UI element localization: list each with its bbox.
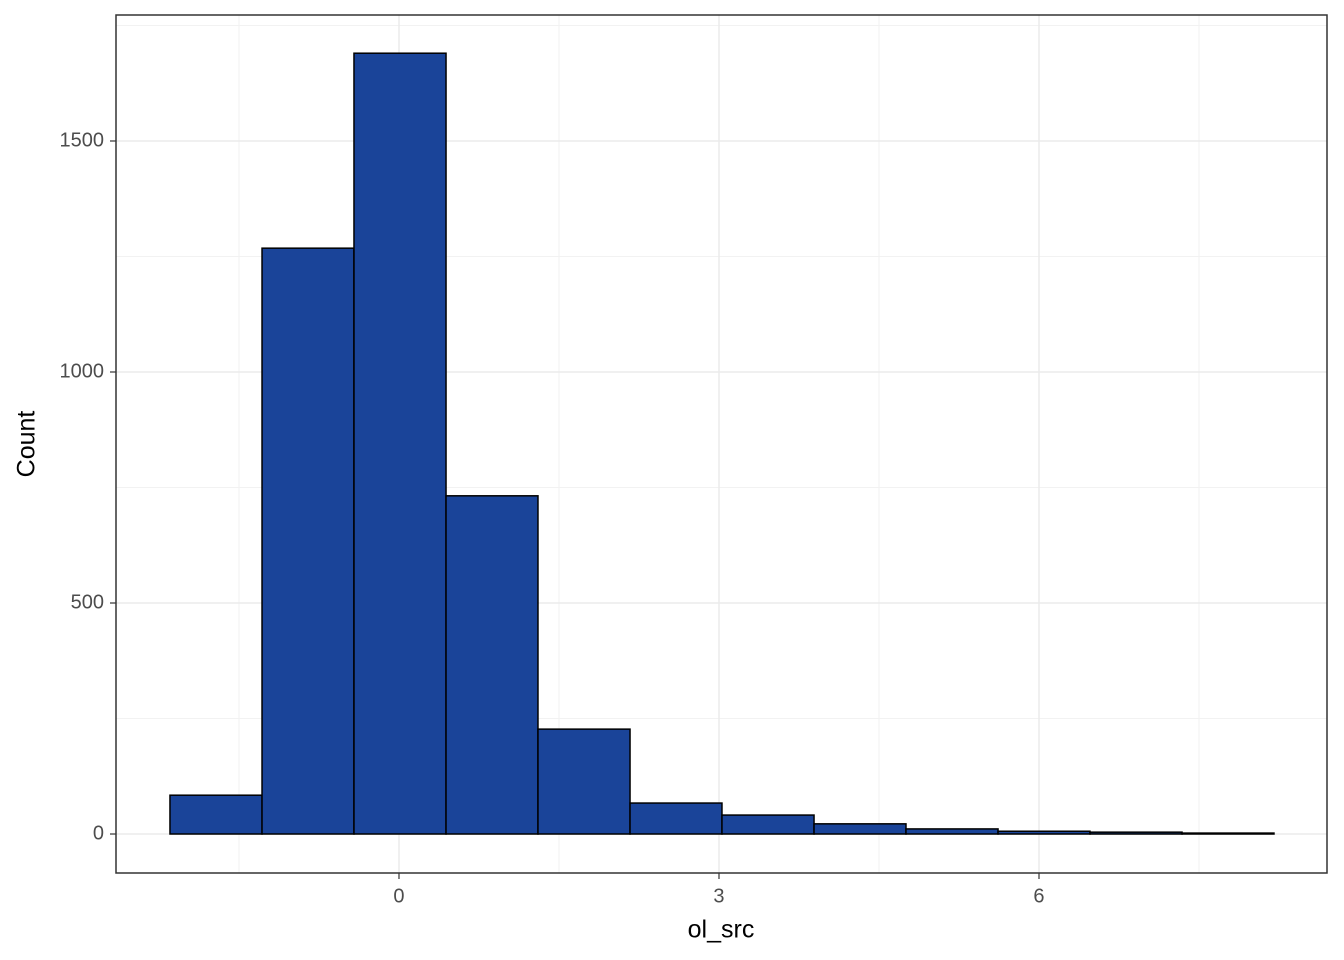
bar (997, 830, 1091, 835)
bar (537, 728, 631, 835)
y-tick-label: 1000 (60, 360, 105, 382)
bar (1089, 831, 1183, 835)
y-axis-title: Count (13, 411, 41, 478)
bar (813, 823, 907, 835)
bar (1181, 832, 1275, 835)
x-tick-label: 3 (713, 885, 724, 907)
y-tick-label: 0 (93, 822, 104, 844)
bar (721, 814, 815, 835)
bar (629, 802, 723, 835)
bar (169, 794, 263, 835)
bar (353, 52, 447, 835)
x-tick-label: 6 (1033, 885, 1044, 907)
bar (445, 495, 539, 835)
x-tick-label: 0 (393, 885, 404, 907)
y-tick-label: 500 (71, 591, 104, 613)
bar (261, 247, 355, 835)
bar (905, 828, 999, 835)
x-axis-title: ol_src (688, 916, 755, 944)
y-tick-label: 1500 (60, 129, 105, 151)
panel-border (115, 14, 1328, 874)
